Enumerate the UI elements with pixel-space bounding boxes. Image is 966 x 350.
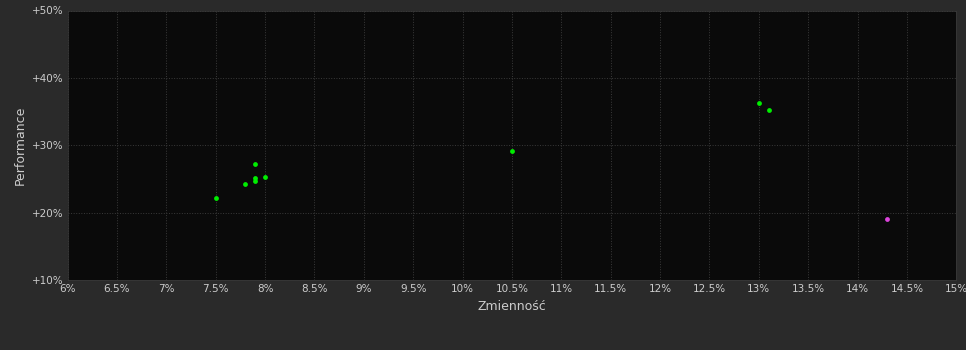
Point bbox=[879, 216, 895, 222]
X-axis label: Zmienność: Zmienność bbox=[477, 300, 547, 313]
Point bbox=[504, 148, 520, 154]
Point bbox=[257, 174, 272, 180]
Point bbox=[247, 178, 263, 184]
Point bbox=[247, 161, 263, 167]
Y-axis label: Performance: Performance bbox=[14, 106, 26, 185]
Point bbox=[208, 196, 223, 201]
Point bbox=[752, 100, 767, 106]
Point bbox=[761, 107, 777, 112]
Point bbox=[238, 181, 253, 187]
Point bbox=[247, 175, 263, 181]
